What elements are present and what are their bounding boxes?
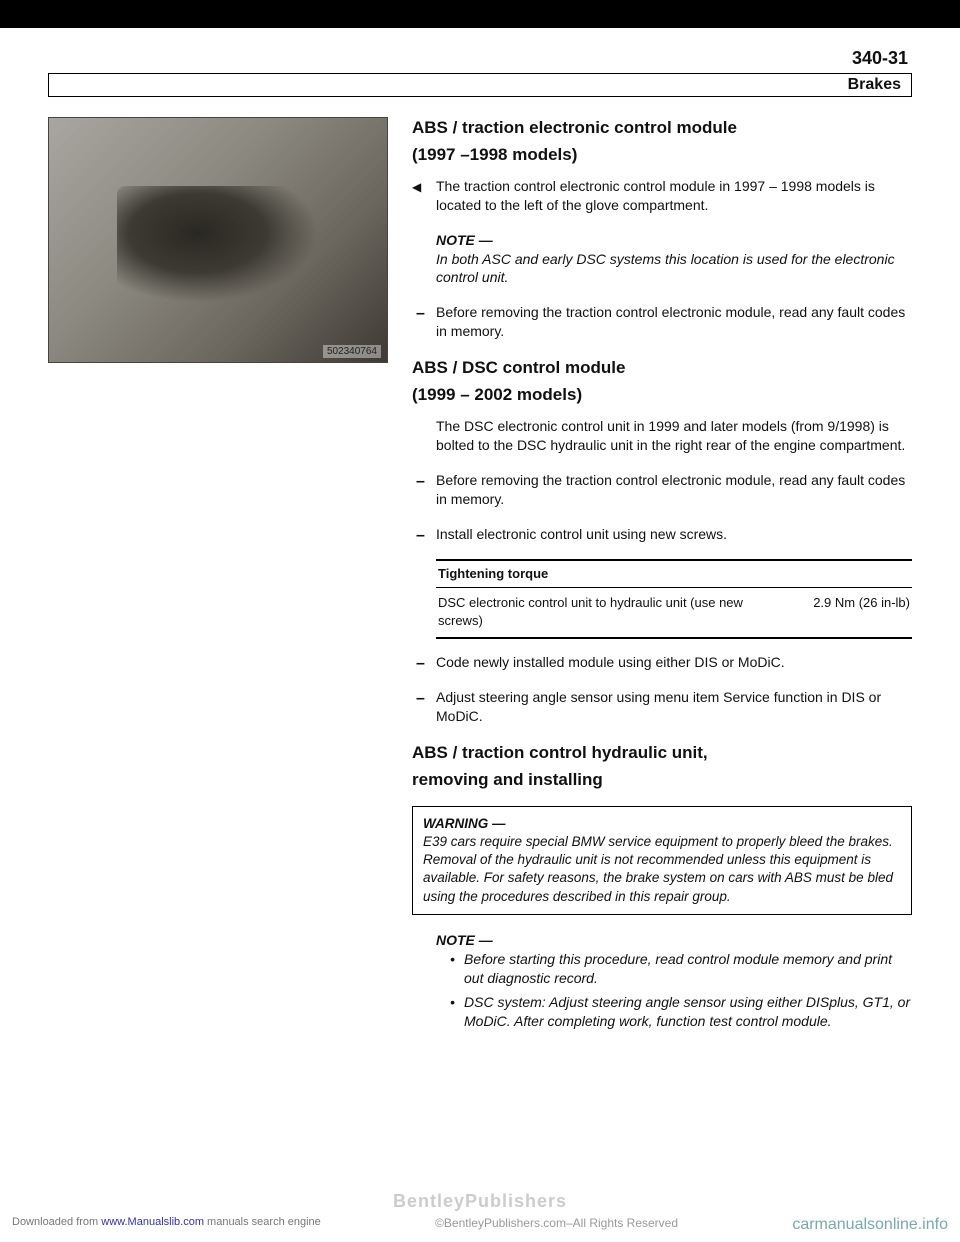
header-title: Brakes: [848, 76, 901, 94]
section2-dash3: Code newly installed module using either…: [436, 653, 912, 672]
note-head: NOTE —: [436, 231, 912, 250]
note2-head: NOTE —: [436, 931, 912, 950]
torque-title: Tightening torque: [436, 559, 912, 588]
footer-mid: ©BentleyPublishers.com–All Rights Reserv…: [435, 1216, 678, 1234]
section2-subtitle: (1999 – 2002 models): [412, 384, 912, 407]
footer-left: Downloaded from www.Manualslib.com manua…: [12, 1216, 321, 1234]
footer: Downloaded from www.Manualslib.com manua…: [0, 1216, 960, 1234]
footer-left-pre: Downloaded from: [12, 1216, 101, 1228]
photo-id-tag: 502340764: [323, 345, 381, 358]
watermark: BentleyPublishers: [0, 1191, 960, 1212]
section3-title1: ABS / traction control hydraulic unit,: [412, 742, 912, 765]
warning-body: E39 cars require special BMW service equ…: [423, 833, 901, 906]
section2-dash4: Adjust steering angle sensor using menu …: [436, 688, 912, 726]
section3-title2: removing and installing: [412, 769, 912, 792]
page-number: 340-31: [48, 48, 912, 69]
header-bar: Brakes: [48, 73, 912, 97]
note-body: In both ASC and early DSC systems this l…: [436, 250, 912, 288]
section2-title: ABS / DSC control module: [412, 357, 912, 380]
section2-para: The DSC electronic control unit in 1999 …: [436, 417, 912, 455]
note2-bullet1: Before starting this procedure, read con…: [450, 950, 912, 988]
figure-photo: 502340764: [48, 117, 388, 363]
warning-box: WARNING — E39 cars require special BMW s…: [412, 806, 912, 915]
section1-subtitle: (1997 –1998 models): [412, 144, 912, 167]
section2-dash2: Install electronic control unit using ne…: [436, 525, 912, 544]
top-black-bar: [0, 0, 960, 28]
section1-dash1: Before removing the traction control ele…: [436, 303, 912, 341]
torque-value: 2.9 Nm (26 in-lb): [813, 594, 910, 629]
section1-para: The traction control electronic control …: [436, 177, 912, 215]
footer-left-link[interactable]: www.Manualslib.com: [101, 1216, 204, 1228]
torque-desc: DSC electronic control unit to hydraulic…: [438, 594, 745, 629]
note2-bullet2: DSC system: Adjust steering angle sensor…: [450, 993, 912, 1031]
section1-title: ABS / traction electronic control module: [412, 117, 912, 140]
torque-row: DSC electronic control unit to hydraulic…: [436, 588, 912, 639]
section2-dash1: Before removing the traction control ele…: [436, 471, 912, 509]
footer-right: carmanualsonline.info: [792, 1216, 948, 1234]
footer-left-post: manuals search engine: [204, 1216, 321, 1228]
warning-head: WARNING —: [423, 815, 901, 833]
